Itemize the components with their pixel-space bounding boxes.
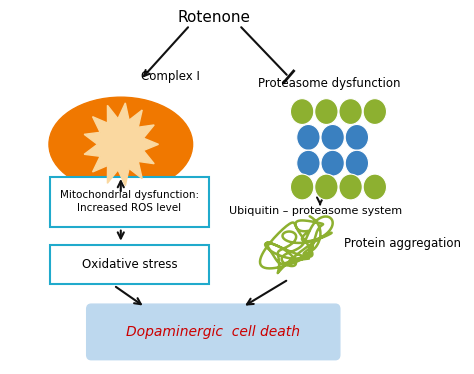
Circle shape [291,99,314,125]
Text: Ubiquitin – proteasome system: Ubiquitin – proteasome system [229,206,402,216]
Circle shape [291,174,314,200]
FancyBboxPatch shape [87,304,340,360]
Text: Rotenone: Rotenone [178,10,251,25]
Polygon shape [84,103,158,186]
Text: Protein aggregation: Protein aggregation [344,237,461,250]
Text: Proteasome dysfunction: Proteasome dysfunction [258,77,401,90]
Circle shape [297,125,320,150]
Ellipse shape [49,97,192,191]
Circle shape [363,174,386,200]
FancyBboxPatch shape [50,177,209,227]
Circle shape [297,150,320,176]
Text: Mitochondria: Mitochondria [80,204,162,217]
Circle shape [321,150,344,176]
Circle shape [345,125,369,150]
Circle shape [315,174,338,200]
Text: Complex I: Complex I [140,70,200,83]
Circle shape [315,99,338,125]
Circle shape [339,174,362,200]
Circle shape [345,150,369,176]
Text: Dopaminergic  cell death: Dopaminergic cell death [126,325,300,339]
FancyBboxPatch shape [50,245,209,284]
Text: Mitochondrial dysfunction:
Increased ROS level: Mitochondrial dysfunction: Increased ROS… [60,190,199,214]
Text: Oxidative stress: Oxidative stress [82,258,177,271]
Circle shape [363,99,386,125]
Circle shape [321,125,344,150]
Circle shape [339,99,362,125]
